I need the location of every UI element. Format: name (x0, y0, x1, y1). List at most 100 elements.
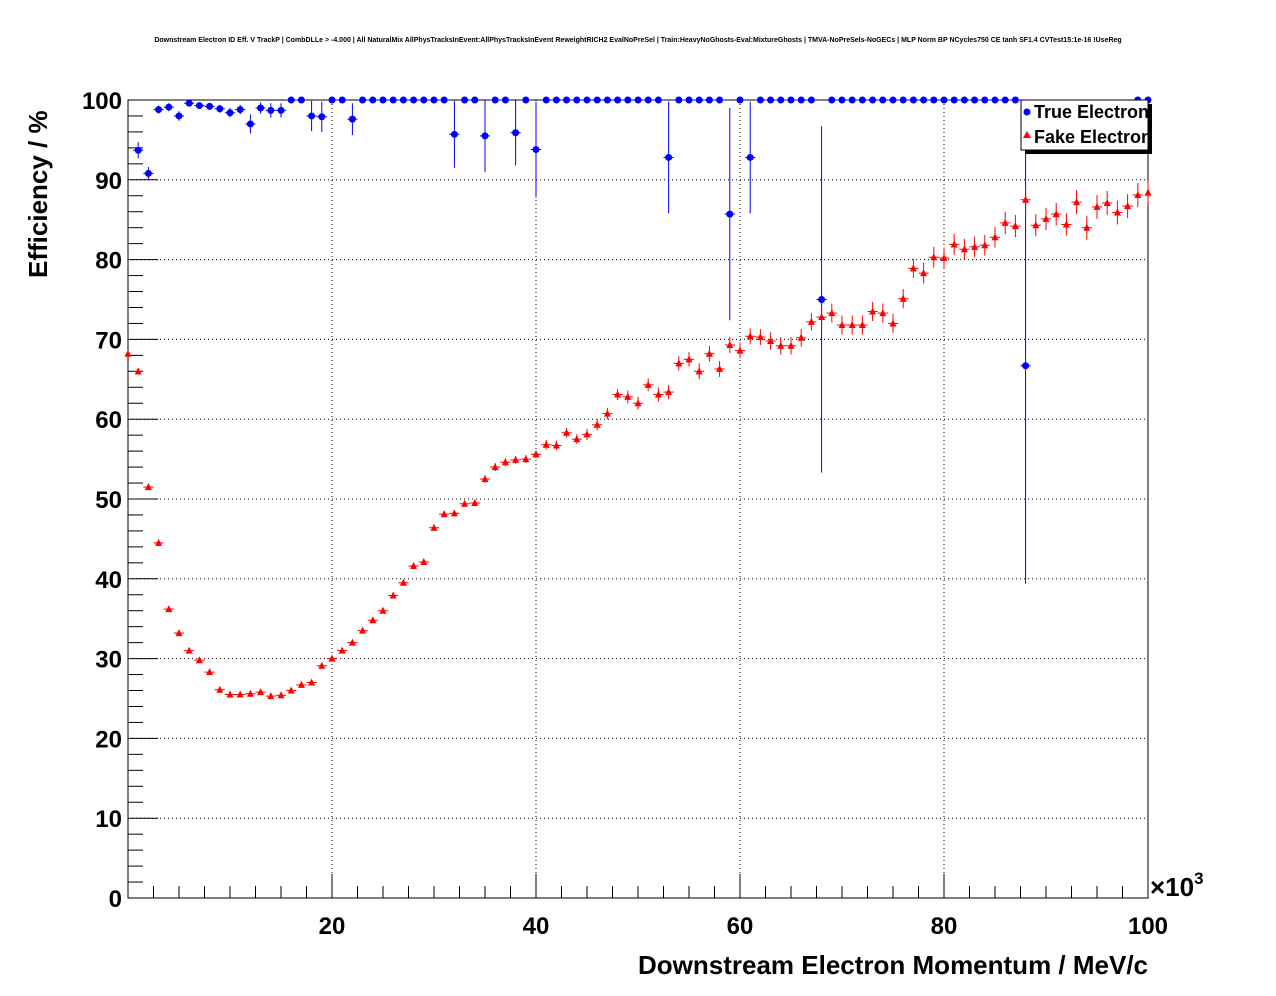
data-point (236, 690, 244, 698)
data-point (624, 392, 632, 400)
data-point (481, 132, 489, 140)
data-point (450, 509, 458, 517)
data-point (705, 96, 713, 104)
data-point (267, 106, 275, 114)
data-point (379, 606, 387, 614)
data-point (981, 241, 989, 249)
data-point (991, 96, 999, 104)
data-point (858, 321, 866, 329)
x-tick-label: 20 (319, 913, 346, 940)
legend-label-fake-electron: Fake Electron (1034, 127, 1152, 147)
data-point (930, 253, 938, 261)
data-point (695, 367, 703, 375)
data-point (236, 106, 244, 114)
data-point (532, 450, 540, 458)
data-point (1113, 208, 1121, 216)
data-point (134, 367, 142, 375)
series-fake-electron (124, 180, 1152, 700)
x-axis-title: Downstream Electron Momentum / MeV/c (638, 950, 1148, 980)
data-point (614, 96, 622, 104)
data-point (828, 309, 836, 317)
data-point (869, 96, 877, 104)
legend-label-true-electron: True Electron (1034, 102, 1149, 122)
data-point (501, 96, 509, 104)
data-point (787, 341, 795, 349)
axes: 0 10 20 30 40 50 60 70 80 90 100 20 40 60 80 100 (82, 88, 1168, 940)
data-point (155, 106, 163, 114)
data-point (583, 96, 591, 104)
data-point (471, 498, 479, 506)
data-point (185, 646, 193, 654)
data-point (654, 390, 662, 398)
data-point (1052, 210, 1060, 218)
data-point (920, 269, 928, 277)
data-point (705, 349, 713, 357)
data-point (1011, 222, 1019, 230)
data-point (430, 96, 438, 104)
data-point (756, 96, 764, 104)
data-point (185, 99, 193, 107)
data-point (542, 440, 550, 448)
data-point (838, 321, 846, 329)
x-tick-label: 60 (727, 913, 754, 940)
data-point (206, 102, 214, 110)
data-point (226, 690, 234, 698)
data-point (1073, 198, 1081, 206)
data-point (532, 145, 540, 153)
data-point (624, 96, 632, 104)
data-point (767, 336, 775, 344)
data-point (246, 689, 254, 697)
data-point (552, 441, 560, 449)
data-point (848, 96, 856, 104)
data-point (338, 96, 346, 104)
data-points (124, 96, 1152, 700)
data-point (501, 458, 509, 466)
data-point (848, 321, 856, 329)
data-point (889, 319, 897, 327)
data-point (450, 130, 458, 138)
data-point (348, 638, 356, 646)
y-tick-label: 60 (95, 407, 122, 434)
data-point (909, 264, 917, 272)
data-point (389, 96, 397, 104)
data-point (838, 96, 846, 104)
data-point (552, 96, 560, 104)
data-point (920, 96, 928, 104)
data-point (665, 388, 673, 396)
data-point (909, 96, 917, 104)
data-point (807, 317, 815, 325)
data-point (879, 96, 887, 104)
data-point (665, 153, 673, 161)
data-point (940, 96, 948, 104)
data-point (685, 355, 693, 363)
data-point (420, 558, 428, 566)
data-point (981, 96, 989, 104)
data-point (869, 307, 877, 315)
data-point (603, 96, 611, 104)
data-point (175, 112, 183, 120)
data-point (1144, 188, 1152, 196)
data-point (410, 562, 418, 570)
data-point (777, 96, 785, 104)
data-point (522, 455, 530, 463)
data-point (716, 364, 724, 372)
y-tick-label: 20 (95, 726, 122, 753)
data-point (430, 523, 438, 531)
data-point (318, 113, 326, 121)
data-point (1011, 96, 1019, 104)
data-point (950, 96, 958, 104)
data-point (257, 688, 265, 696)
data-point (654, 96, 662, 104)
data-point (736, 96, 744, 104)
data-point (410, 96, 418, 104)
data-point (195, 102, 203, 110)
data-point (165, 605, 173, 613)
data-point (257, 104, 265, 112)
data-point (195, 656, 203, 664)
data-point (899, 294, 907, 302)
data-point (175, 629, 183, 637)
data-point (797, 333, 805, 341)
y-tick-label: 90 (95, 168, 122, 195)
data-point (379, 96, 387, 104)
